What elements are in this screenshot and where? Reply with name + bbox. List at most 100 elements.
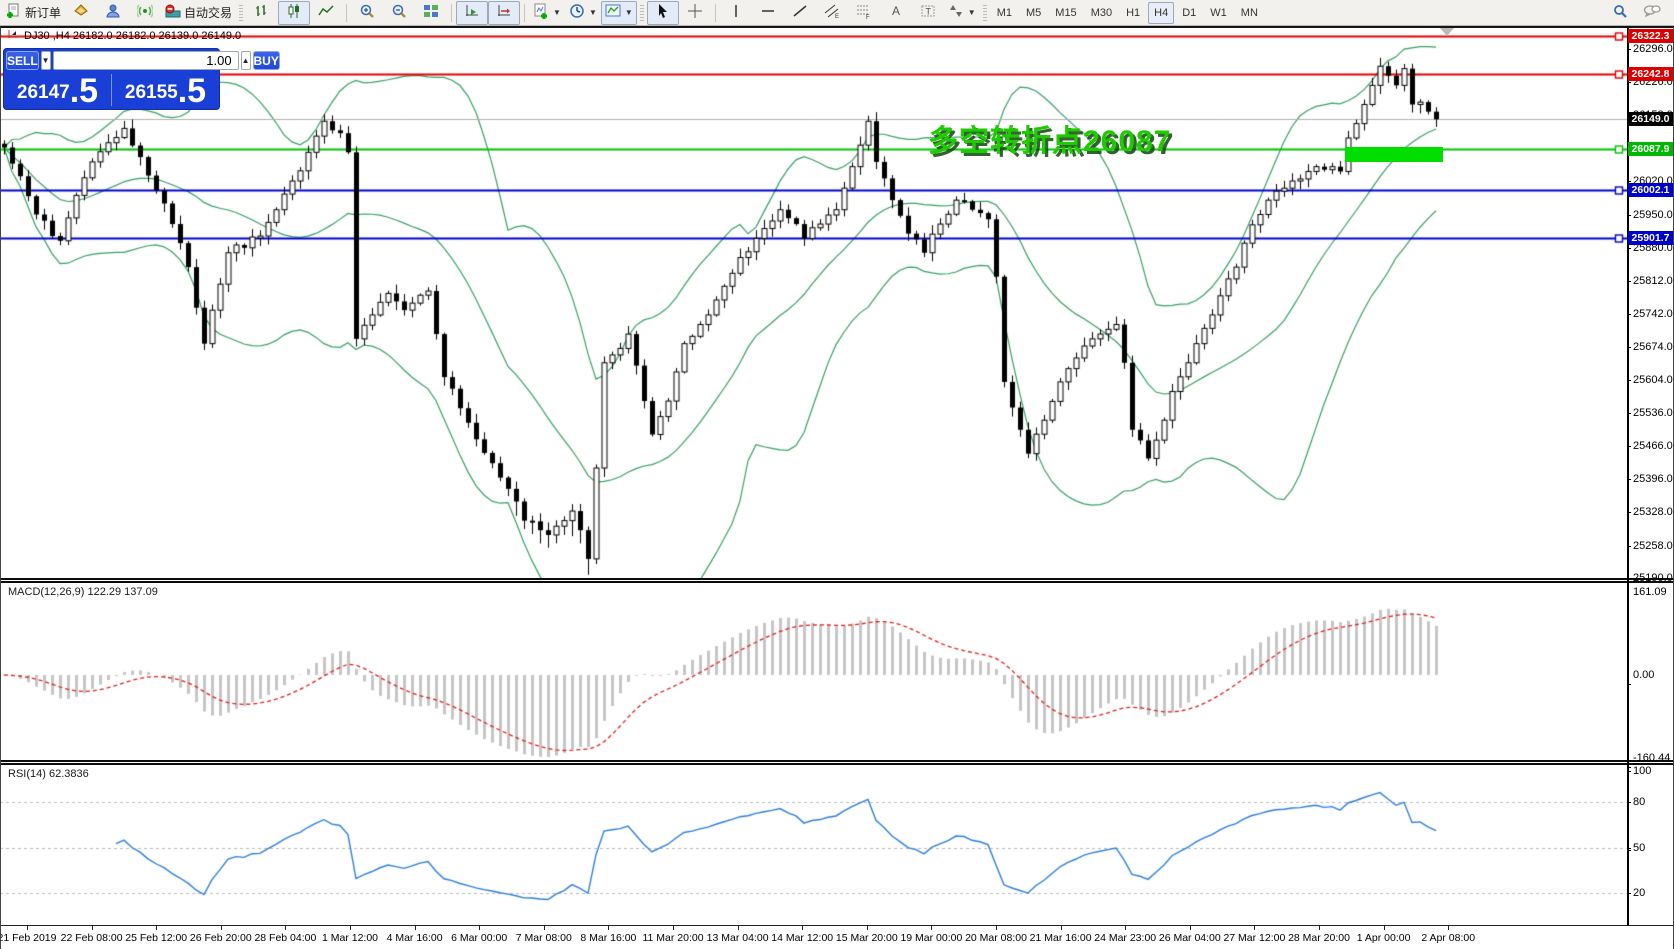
auto-scroll-button[interactable] [456, 0, 489, 25]
dropdown-caret-icon: ▼ [553, 8, 561, 17]
horizontal-line-button[interactable] [752, 1, 784, 25]
timeframe-button-h4[interactable]: H4 [1148, 1, 1175, 24]
fibonacci-button[interactable]: F [848, 1, 880, 25]
price-tick [1627, 181, 1631, 183]
current-price-badge: 26149.0 [1628, 112, 1673, 127]
timeframe-toolbar: M1 M5 M15 M30 H1 H4 D1 W1 MN [990, 1, 1265, 24]
channel-button[interactable]: E [816, 1, 848, 25]
sell-price[interactable]: 26147.5 [6, 72, 109, 108]
line-chart-button[interactable] [310, 1, 342, 25]
time-axis-label: 21 Mar 16:00 [1029, 932, 1092, 944]
time-axis-label: 1 Apr 00:00 [1356, 932, 1411, 944]
metaeditor-button[interactable] [65, 1, 97, 25]
trendline-button[interactable] [784, 1, 816, 25]
new-order-button[interactable]: 新订单 [2, 1, 65, 25]
hline-price-badge: 26087.9 [1628, 141, 1673, 156]
sell-button[interactable]: SELL [6, 51, 39, 70]
chart-shift-button[interactable] [488, 0, 521, 25]
price-tick [1627, 346, 1631, 348]
timeframe-button-m5[interactable]: M5 [1026, 6, 1042, 19]
time-axis-tick [1254, 926, 1256, 930]
text-a-icon: A [888, 3, 904, 22]
time-axis-label: 20 Mar 08:00 [965, 932, 1027, 944]
chat-button[interactable] [1636, 1, 1668, 25]
toolbar-separator [714, 3, 716, 22]
chart-window: DJ30 ,H4 26182.0 26182.0 26139.0 26149.0… [0, 26, 1674, 949]
time-axis[interactable]: 21 Feb 2019 22 Feb 08:00 25 Feb 12:00 26 Fe… [0, 925, 1674, 949]
cursor-button[interactable] [646, 0, 679, 25]
fibonacci-icon: F [856, 3, 872, 22]
auto-trading-button[interactable]: 自动交易 [161, 1, 236, 25]
time-axis-label: 8 Mar 16:00 [580, 932, 637, 944]
panel-separator[interactable] [0, 578, 1674, 583]
timeframe-button-d1[interactable]: D1 [1182, 6, 1197, 19]
timeframe-button-h1[interactable]: H1 [1126, 6, 1141, 19]
time-axis-label: 26 Feb 20:00 [189, 932, 252, 944]
tile-windows-button[interactable] [415, 1, 447, 25]
price-tick-label: 25674.0 [1633, 340, 1673, 353]
time-axis-tick [737, 926, 739, 930]
auto-scroll-icon [464, 3, 480, 22]
toolbar-separator [346, 3, 348, 22]
price-axis[interactable] [1629, 26, 1674, 925]
rsi-tick [1627, 771, 1631, 772]
main-chart-canvas[interactable] [0, 26, 1627, 578]
zoom-in-button[interactable] [351, 1, 383, 25]
vertical-line-button[interactable] [720, 1, 752, 25]
price-tick [1627, 280, 1631, 282]
community-button[interactable] [97, 1, 129, 25]
time-axis-tick [1189, 926, 1191, 930]
candlestick-chart-icon [286, 3, 302, 22]
panel-separator[interactable] [0, 760, 1674, 765]
crosshair-button[interactable] [679, 1, 711, 25]
volume-increase-button[interactable]: ▲ [240, 51, 251, 70]
indicators-button[interactable]: ▼ [529, 1, 565, 25]
time-axis-tick [608, 926, 610, 930]
price-tick-label: 25536.0 [1633, 406, 1673, 419]
rsi-panel-canvas[interactable] [0, 765, 1627, 925]
rsi-axis-label: 50 [1633, 841, 1646, 854]
search-button[interactable] [1604, 1, 1636, 25]
timeframe-button-m1[interactable]: M1 [996, 6, 1012, 19]
price-tick [1627, 479, 1631, 481]
bar-chart-button[interactable] [246, 1, 278, 25]
time-axis-tick [91, 926, 93, 930]
timeframe-button-w1[interactable]: W1 [1210, 6, 1227, 19]
text-label-button[interactable]: T [912, 1, 944, 25]
signals-button[interactable] [129, 1, 161, 25]
periods-button[interactable]: ▼ [565, 1, 601, 25]
sell-price-fraction: .5 [69, 72, 99, 110]
buy-button[interactable]: BUY [252, 51, 280, 70]
time-axis-tick [1448, 926, 1450, 930]
time-axis-tick [866, 926, 868, 930]
candlestick-chart-button[interactable] [278, 0, 311, 25]
cursor-icon [655, 3, 671, 22]
dropdown-caret-icon: ▼ [588, 8, 597, 17]
chart-shift-marker-icon[interactable] [1440, 28, 1454, 36]
price-tick [1627, 446, 1631, 447]
rsi-axis-label: 20 [1633, 887, 1646, 900]
buy-price[interactable]: 26155.5 [114, 72, 217, 108]
timeframe-button-m15[interactable]: M15 [1055, 6, 1077, 19]
dropdown-caret-icon: ▼ [967, 8, 976, 17]
clock-icon [569, 3, 585, 22]
templates-button[interactable]: ▼ [600, 0, 637, 25]
volume-input[interactable] [52, 51, 239, 70]
timeframe-button-mn[interactable]: MN [1240, 6, 1258, 19]
toolbar-separator [524, 3, 526, 22]
zoom-out-button[interactable] [383, 1, 415, 25]
price-tick-label: 25328.0 [1633, 506, 1673, 519]
volume-decrease-button[interactable]: ▼ [40, 51, 51, 70]
timeframe-button-m30[interactable]: M30 [1090, 6, 1113, 19]
rsi-tick [1627, 847, 1631, 849]
signal-icon [135, 3, 155, 22]
time-axis-tick [673, 926, 674, 930]
text-button[interactable]: A [880, 1, 912, 25]
time-axis-tick [1125, 926, 1127, 930]
arrows-button[interactable]: ▼ [944, 1, 980, 25]
macd-panel-canvas[interactable] [0, 583, 1627, 760]
one-click-trading-panel: SELL ▼ ▲ BUY 26147.5 26155.5 [3, 48, 280, 110]
rsi-axis-label: 100 [1633, 765, 1652, 777]
toolbar-handle [239, 4, 244, 21]
time-axis-tick [479, 926, 481, 930]
